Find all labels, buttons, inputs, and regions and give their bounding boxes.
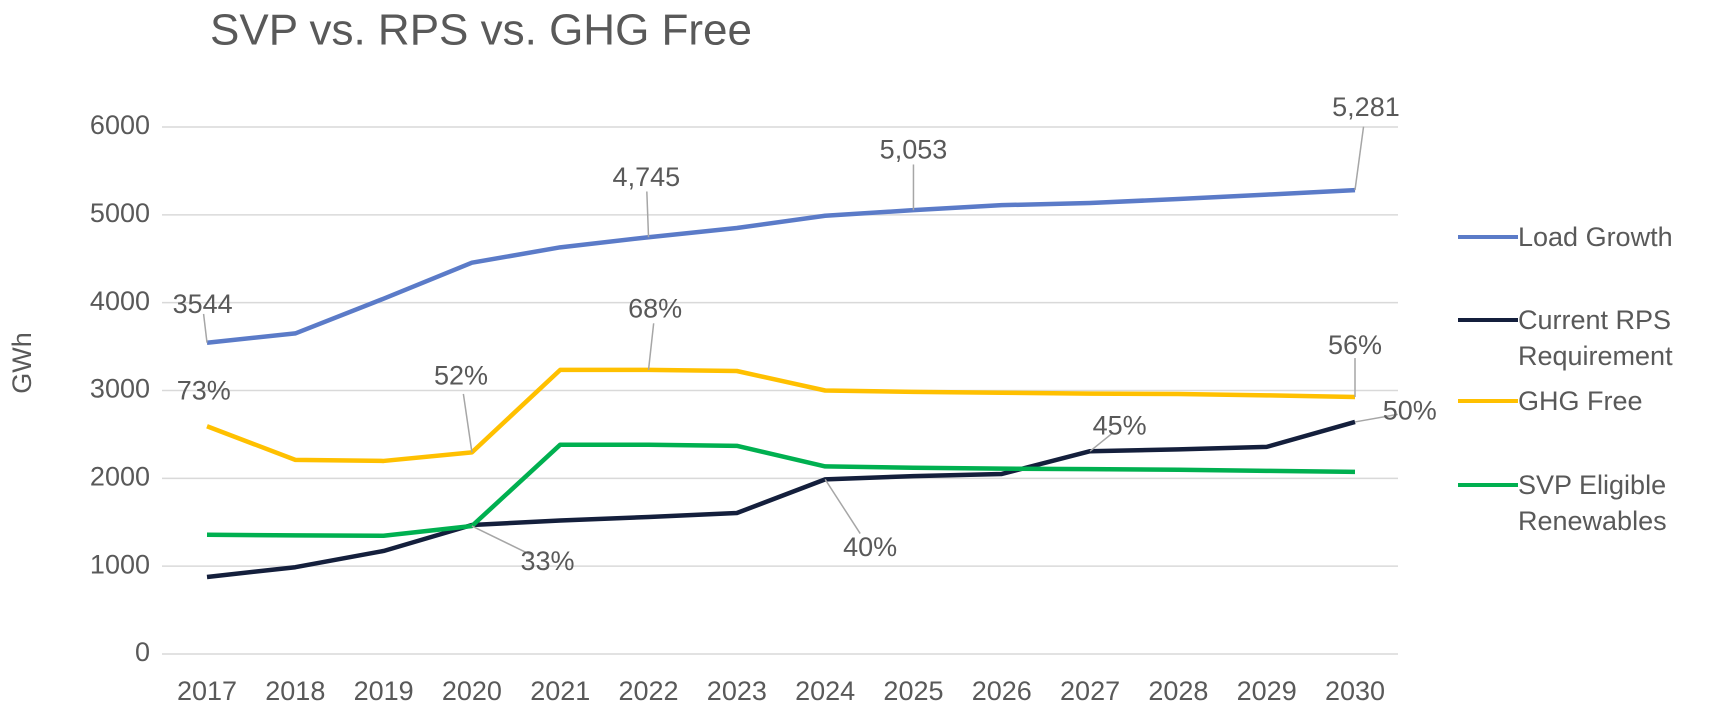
x-tick-label: 2021 [530,676,590,706]
y-tick-label: 0 [135,637,150,667]
x-tick-label: 2017 [177,676,237,706]
x-tick-label: 2018 [265,676,325,706]
y-tick-label: 1000 [90,549,150,579]
chart-title: SVP vs. RPS vs. GHG Free [210,6,752,55]
leader-line [471,525,532,556]
legend-swatch [1458,483,1518,487]
data-label: 4,745 [613,162,681,192]
series-line [206,419,1356,580]
x-tick-label: 2028 [1148,676,1208,706]
annotation: 45% [1093,410,1147,440]
data-label: 5,053 [880,135,948,165]
x-tick-label: 2025 [883,676,943,706]
legend-item: SVP Eligible Renewables [1458,467,1708,539]
series-line [206,187,1356,345]
leader-line [462,393,473,453]
x-tick-label: 2023 [707,676,767,706]
annotation: 73% [177,376,231,406]
series-line [206,367,1356,464]
x-tick-label: 2022 [618,676,678,706]
x-tick-label: 2019 [354,676,414,706]
y-tick-label: 2000 [90,461,150,491]
legend-label: Current RPS Requirement [1518,305,1673,371]
x-tick-label: 2027 [1060,676,1120,706]
annotation: 52% [434,361,488,391]
leader-line [202,313,208,343]
leader-line [1089,431,1114,452]
legend-label: Load Growth [1518,222,1673,252]
data-label: 5,281 [1332,92,1400,122]
legend-item: GHG Free [1458,383,1708,419]
legend-swatch [1458,235,1518,239]
series-line [206,442,1356,539]
leader-line [1354,413,1398,423]
data-label: 3544 [173,289,233,319]
x-tick-label: 2020 [442,676,502,706]
leader-line [1354,126,1365,191]
x-tick-label: 2030 [1325,676,1385,706]
y-tick-label: 6000 [90,110,150,140]
annotation: 33% [521,546,575,576]
legend-item: Load Growth [1458,219,1708,255]
annotation: 40% [843,532,897,562]
legend-swatch [1458,399,1518,403]
legend-label: GHG Free [1518,386,1643,416]
annotation: 50% [1383,395,1437,425]
leader-line [647,323,655,370]
leader-line [824,478,861,534]
legend-swatch [1458,318,1518,322]
leader-line [646,191,650,238]
x-tick-label: 2029 [1237,676,1297,706]
annotation: 68% [628,293,682,323]
annotation: 56% [1328,330,1382,360]
x-tick-label: 2026 [972,676,1032,706]
x-tick-label: 2024 [795,676,855,706]
y-axis-label: GWh [7,332,37,394]
y-tick-label: 5000 [90,198,150,228]
y-tick-label: 4000 [90,286,150,316]
y-tick-label: 3000 [90,374,150,404]
legend-item: Current RPS Requirement [1458,302,1708,374]
legend-label: SVP Eligible Renewables [1518,470,1667,536]
